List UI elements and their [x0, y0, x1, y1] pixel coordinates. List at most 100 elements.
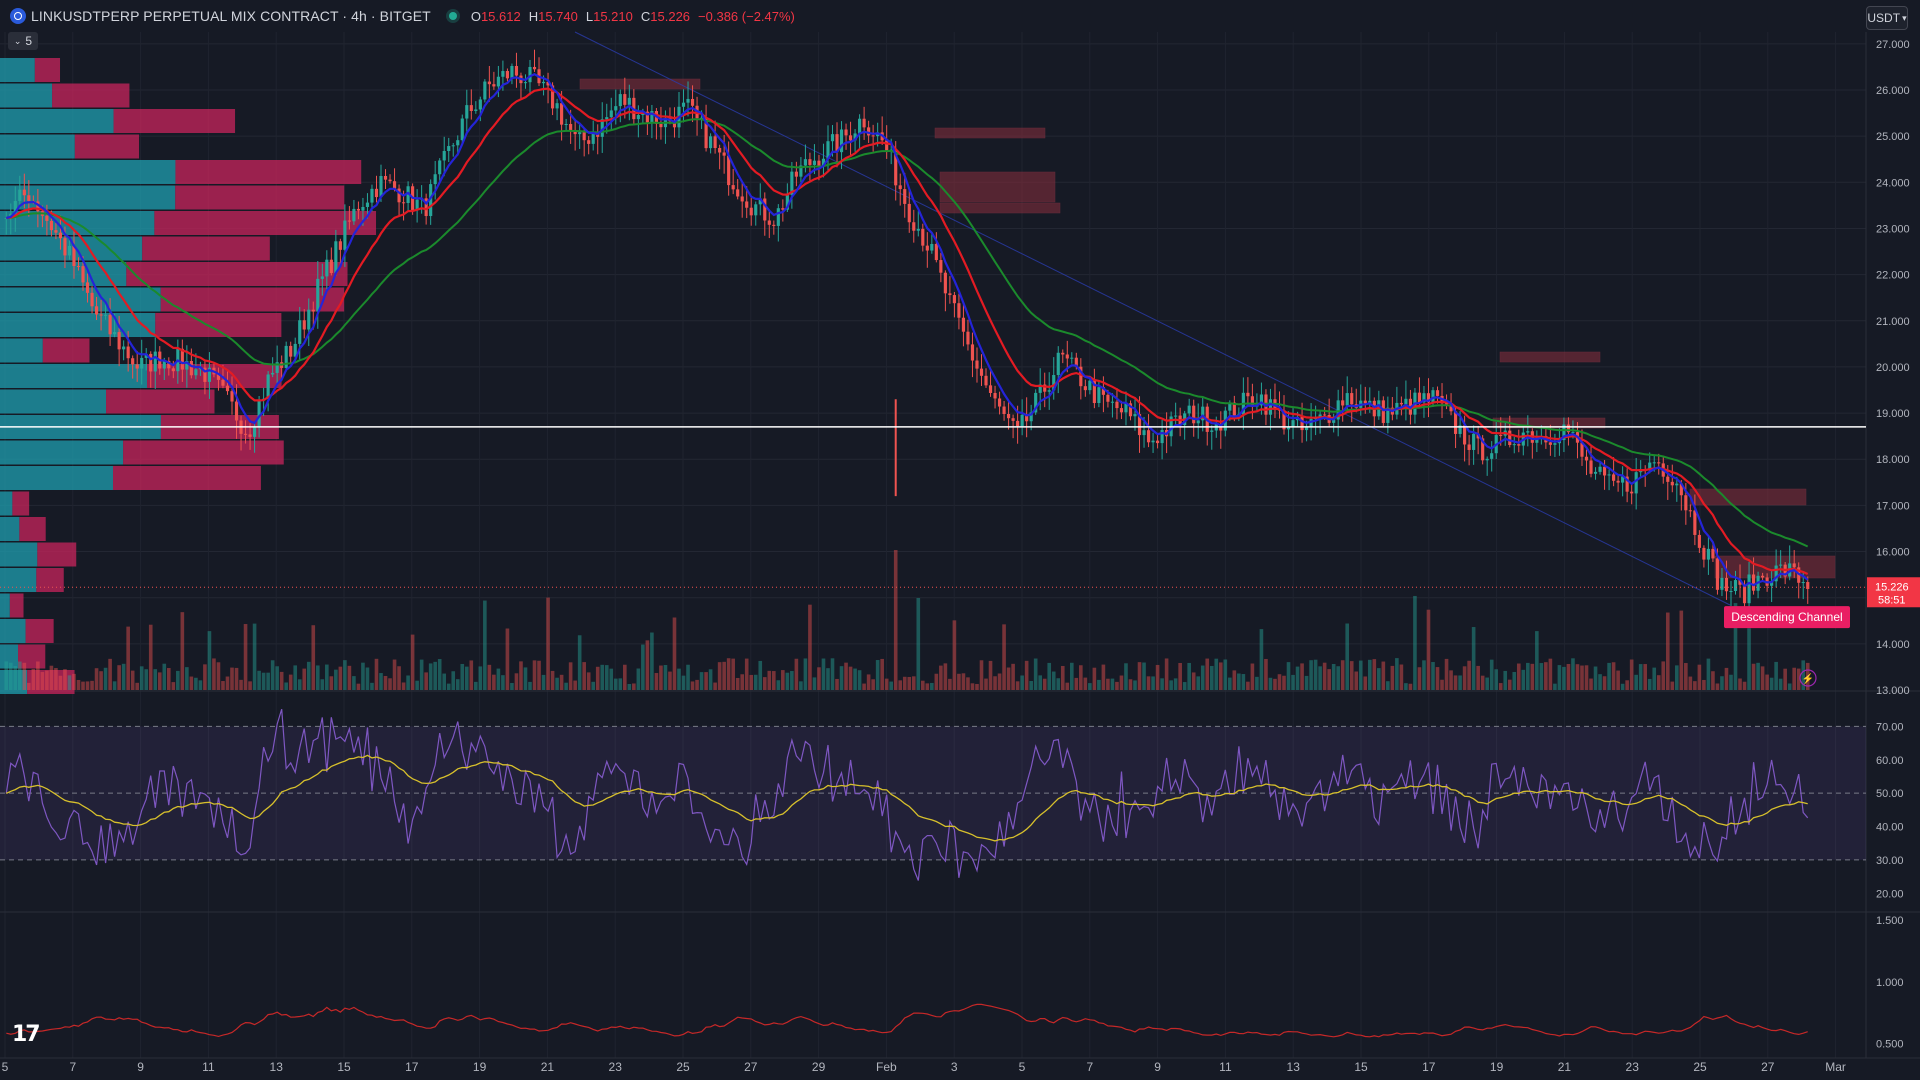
candle-body [812, 160, 817, 165]
volume-bar [668, 671, 672, 690]
volume-bar [984, 678, 988, 690]
candle-body [1770, 581, 1774, 586]
volume-bar [1047, 662, 1052, 690]
volume-bar [731, 658, 735, 690]
time-axis-label: Mar [1825, 1060, 1846, 1074]
volume-profile-down-bar [142, 236, 270, 261]
volume-bar [785, 672, 790, 690]
candle-body [1797, 567, 1801, 583]
volume-bar [325, 664, 329, 690]
rsi-axis-tick: 60.00 [1876, 755, 1904, 767]
volume-bar [1679, 610, 1684, 690]
price-axis-tick: 17.000 [1876, 500, 1910, 512]
volume-profile-down-bar [27, 670, 75, 694]
volume-bar [1471, 627, 1476, 690]
volume-profile-down-bar [155, 313, 282, 337]
candle-body [1332, 419, 1336, 423]
volume-bar [171, 682, 176, 690]
candle-body [406, 186, 410, 204]
tradingview-logo[interactable]: 17 [12, 1022, 41, 1047]
candle-body [1192, 405, 1196, 424]
candle-body [397, 188, 401, 203]
volume-bar [433, 661, 437, 690]
volume-bar [740, 674, 745, 690]
volume-bar [1277, 674, 1282, 690]
volume-bar [1769, 677, 1774, 690]
volume-bar [1553, 683, 1557, 690]
candle-body [1553, 443, 1557, 445]
candle-body [356, 208, 361, 211]
volume-bar [1751, 663, 1756, 690]
volume-bar [1101, 664, 1106, 690]
candle-body [1386, 407, 1390, 423]
candle-body [216, 374, 221, 380]
volume-bar [1544, 662, 1548, 690]
candle-body [1467, 444, 1471, 450]
volume-bar [848, 666, 853, 690]
candle-body [329, 259, 333, 274]
candle-body [514, 65, 519, 76]
candle-body [338, 241, 342, 250]
candle-body [275, 362, 279, 373]
candle-body [438, 160, 442, 175]
candle-body [1020, 414, 1024, 427]
volume-bar [826, 668, 830, 690]
volume-bar [794, 658, 799, 690]
time-axis-label: 15 [337, 1060, 351, 1074]
volume-bar [297, 679, 302, 690]
volume-bar [884, 678, 889, 690]
candle-body [984, 375, 988, 386]
candle-body [970, 344, 975, 361]
volume-bar [961, 673, 966, 690]
candle-body [365, 202, 370, 207]
symbol-title[interactable]: LINKUSDTPERP PERPETUAL MIX CONTRACT · 4h… [31, 8, 431, 24]
candle-body [225, 385, 230, 392]
volume-bar [948, 678, 952, 690]
volume-bar [537, 660, 541, 690]
candle-body [907, 203, 911, 223]
volume-bar [1417, 667, 1422, 690]
volume-bar [957, 673, 961, 690]
rsi-axis-tick: 20.00 [1876, 888, 1904, 900]
volume-bar [1399, 664, 1404, 690]
volume-bars [4, 550, 1810, 690]
candle-body [1774, 565, 1778, 582]
price-axis-tick: 16.000 [1876, 547, 1910, 559]
candle-body [1648, 462, 1652, 471]
candle-body [912, 222, 916, 231]
volume-bar [1322, 662, 1327, 690]
volume-bar [1733, 603, 1738, 690]
candle-body [248, 434, 252, 437]
candle-body [22, 189, 26, 196]
volume-bar [1160, 678, 1164, 690]
volume-bar [636, 668, 641, 690]
candle-body [921, 228, 925, 246]
volume-bar [31, 668, 36, 690]
volume-bar [329, 676, 334, 690]
candle-body [1431, 390, 1435, 403]
candle-body [347, 220, 351, 222]
volume-bar [1480, 675, 1485, 690]
candle-body [94, 306, 99, 315]
candle-body [1047, 390, 1051, 392]
volume-bar [1178, 662, 1182, 690]
candle-body [1151, 440, 1155, 443]
volume-bar [243, 624, 248, 690]
time-axis-label: 25 [1693, 1060, 1707, 1074]
volume-bar [1051, 671, 1056, 690]
quote-currency-button[interactable]: USDT ▾ [1866, 6, 1908, 30]
candle-body [532, 66, 537, 70]
indicator-collapse-button[interactable]: ⌄ 5 [8, 32, 38, 50]
candle-body [76, 266, 81, 268]
volume-profile-up-bar [0, 670, 28, 694]
volume-bar [902, 676, 907, 690]
volume-bar [808, 604, 812, 690]
volume-bar [415, 680, 419, 690]
volume-profile-up-bar [0, 619, 26, 643]
volume-bar [266, 672, 270, 690]
volume-bar [492, 674, 496, 690]
ohlc-low: L15.210 [585, 8, 633, 24]
price-axis-tick: 23.000 [1876, 223, 1910, 235]
candle-body [1426, 393, 1431, 403]
